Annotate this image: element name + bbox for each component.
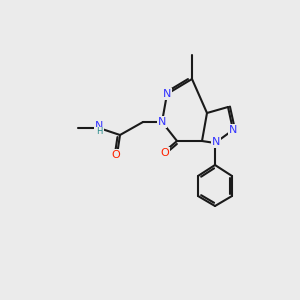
Text: N: N bbox=[229, 125, 237, 135]
Text: N: N bbox=[163, 89, 171, 99]
Text: O: O bbox=[160, 148, 169, 158]
Text: N: N bbox=[158, 117, 166, 127]
Text: N: N bbox=[95, 121, 103, 131]
Text: H: H bbox=[96, 128, 102, 136]
Text: O: O bbox=[112, 150, 120, 160]
Text: N: N bbox=[212, 137, 220, 147]
